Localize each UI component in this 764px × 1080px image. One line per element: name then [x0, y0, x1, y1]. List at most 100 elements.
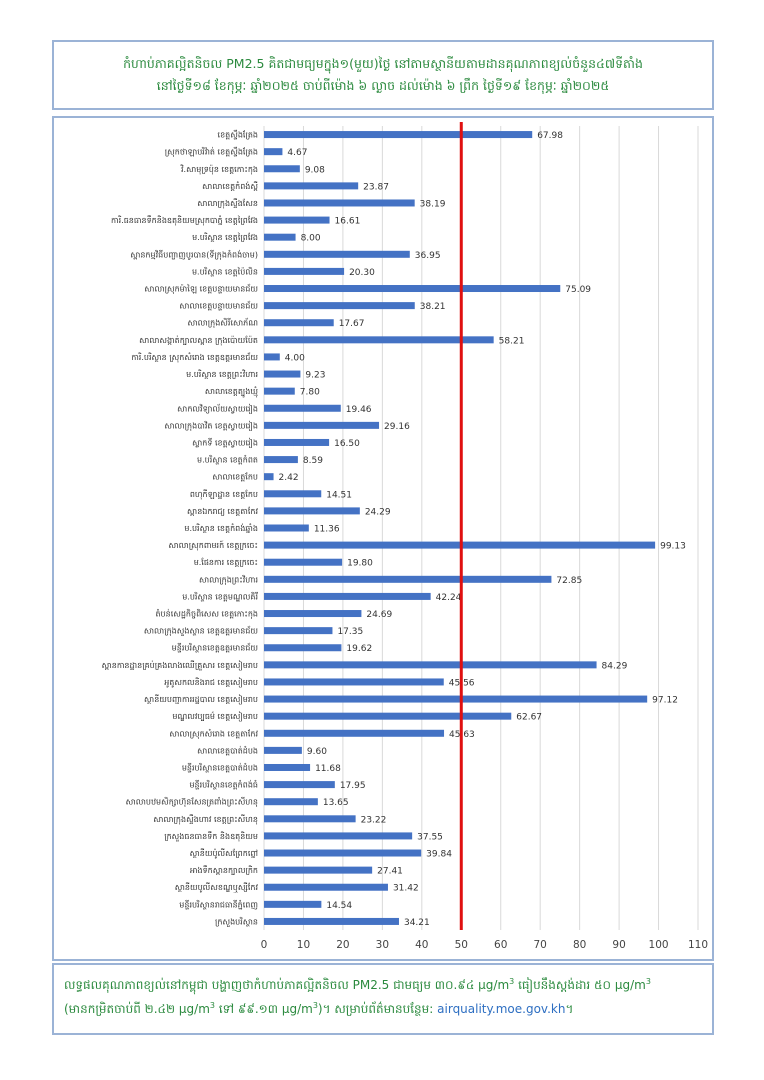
category-label: អាងទឹកស្ពានក្បាលក្រិក [190, 865, 258, 875]
category-label: ម.បរិស្ថាន ខេត្តប៉ៃលិន [192, 266, 258, 276]
value-label: 4.67 [287, 148, 307, 158]
bar [264, 148, 282, 155]
value-label: 62.67 [516, 713, 542, 723]
x-tick-label: 40 [415, 939, 428, 951]
bar [264, 918, 399, 925]
category-label: សាលាក្រុងស្ទឹងហាវ ខេត្តព្រះសីហនុ [153, 814, 258, 825]
value-label: 9.08 [305, 165, 325, 175]
x-tick-label: 50 [455, 939, 468, 951]
category-label: សាលាខេត្តកំពង់ស្ពឺ [202, 181, 258, 191]
category-label: សាលាសង្កាត់ក្បាលស្ពាន ក្រុងប៉ោយប៉ែត [139, 335, 258, 346]
category-label: មន្ទីរបរិស្ថានខេត្តកំពង់ធំ [189, 780, 258, 790]
category-label: ការិ.ធនធានទឹកនិងឧតុនិយមស្រុកបាភ្នំ ខេត្ត… [111, 215, 258, 226]
category-label: អូតូសកលនិងរាជ ខេត្តសៀមរាប [164, 677, 258, 688]
category-label: ស្ពានឯករាជ្យ ខេត្តតាកែវ [187, 506, 258, 516]
bar [264, 798, 318, 805]
category-label: សាលាស្រុកពាមរក៍ ខេត្តក្រចេះ [168, 540, 258, 551]
category-label: សាលាស្រុកម៉ាឡៃ ខេត្តបន្ទាយមានជ័យ [144, 284, 258, 295]
value-label: 72.85 [556, 576, 582, 586]
chart-frame: 0 10 20 30 40 50 60 70 80 90 100 110 ខេត្តស្ទឹងត្រែង… [52, 116, 714, 961]
category-label: សាលាក្រុងសួងស្ថាន ខេត្តឧត្តរមានជ័យ [144, 626, 258, 637]
bar [264, 576, 551, 583]
category-label: ម.បរិស្ថាន ខេត្តកំពង់ឆ្នាំង [184, 523, 258, 533]
bar [264, 713, 511, 720]
category-label: សាលាក្រុងស្ទឹងសែន [197, 198, 258, 209]
value-label: 24.29 [365, 507, 391, 517]
bar [264, 867, 372, 874]
category-label: ស្រុកថាឡាបរិវ៉ាត់ ខេត្តស្ទឹងត្រែង [165, 147, 258, 158]
value-label: 11.68 [315, 764, 341, 774]
x-tick-label: 60 [494, 939, 507, 951]
bar [264, 131, 532, 138]
category-label: សាលាខេត្តបន្ទាយមានជ័យ [179, 301, 258, 311]
x-tick-label: 30 [376, 939, 389, 951]
bar [264, 388, 295, 395]
website-link[interactable]: airquality.moe.gov.kh [437, 1002, 565, 1016]
x-tick-label: 0 [261, 939, 268, 951]
value-label: 99.13 [660, 542, 686, 552]
category-label: ស្ពានកម្មវិធីបញ្ចាញបូរបាន(ទីក្រុងកំពង់ចា… [130, 249, 258, 260]
value-label: 19.46 [346, 405, 372, 415]
value-label: 37.55 [417, 832, 443, 842]
value-label: 9.23 [305, 371, 325, 381]
value-label: 13.65 [323, 798, 349, 808]
bar [264, 336, 494, 343]
bar [264, 747, 302, 754]
summary-end-mark: ។ [565, 1002, 573, 1016]
x-tick-label: 20 [336, 939, 349, 951]
value-label: 36.95 [415, 251, 441, 261]
x-tick-label: 90 [612, 939, 625, 951]
bar [264, 542, 655, 549]
value-label: 84.29 [602, 661, 628, 671]
category-label: ស្ថានីយប៉ូលីសព្រែកព្នៅ [190, 848, 258, 859]
value-label: 17.95 [340, 781, 366, 791]
summary-footer: លទ្ធផលគុណភាពខ្យល់នៅកម្ពុជា បង្ហាញថាកំហាប… [52, 963, 714, 1035]
value-label: 75.09 [565, 285, 591, 295]
value-label: 97.12 [652, 696, 678, 706]
bar [264, 182, 358, 189]
value-label: 16.50 [334, 439, 360, 449]
bar [264, 525, 309, 532]
category-label: ស្ពានកានដ្ឋានគ្រប់គ្រងលាងឈើគ្រួសារ ខេត្ត… [102, 660, 258, 671]
value-label: 39.84 [426, 850, 452, 860]
value-label: 31.42 [393, 884, 419, 894]
category-label: សាលាខេត្តកែប [212, 472, 258, 482]
value-label: 29.16 [384, 422, 410, 432]
category-label: តំបន់សេដ្ឋកិច្ចពិសេស ខេត្តកោះកុង [155, 609, 258, 620]
bar [264, 764, 310, 771]
summary-standard-text: ធៀបនឹងស្តង់ដារ ៥០ μg/m [514, 978, 646, 992]
value-label: 16.61 [335, 217, 361, 227]
value-label: 42.24 [436, 593, 462, 603]
x-tick-label: 110 [688, 939, 708, 951]
category-label: ការិ.បរិស្ថាន ស្រុកសំរោង ខេត្តឧត្តរមានជ័… [131, 352, 258, 363]
category-label: សាលាខេត្តត្បូងឃ្មុំ [205, 386, 259, 398]
bar [264, 815, 356, 822]
bar [264, 661, 597, 668]
bar [264, 850, 421, 857]
unit-superscript: 3 [646, 977, 651, 986]
category-label: សាលាខេត្តបាត់ដំបង [197, 745, 258, 755]
chart-title-box: កំហាប់ភាគល្អិតនិចល PM2.5 គិតជាមធ្យមក្នុង… [52, 40, 714, 110]
value-label: 19.80 [347, 559, 373, 569]
bar [264, 217, 330, 224]
bar [264, 832, 412, 839]
value-label: 14.54 [326, 901, 352, 911]
category-label: ម.បរិស្ថាន ខេត្តព្រៃវែង [192, 232, 258, 242]
bar [264, 696, 647, 703]
category-label: សាលាស្រុកសំរោង ខេត្តតាកែវ [169, 728, 258, 739]
value-label: 38.21 [420, 302, 446, 312]
bar [264, 644, 341, 651]
bar [264, 456, 298, 463]
category-label: មណ្ឌលវប្បធម៌ ខេត្តសៀមរាប [172, 711, 258, 722]
value-label: 8.00 [301, 234, 321, 244]
category-label: ម.ផែនការ ខេត្តក្រចេះ [194, 557, 258, 567]
category-label: សាលាក្រុងសិរីសោភ័ណ [187, 318, 258, 329]
x-tick-label: 10 [297, 939, 310, 951]
value-label: 14.51 [326, 490, 352, 500]
category-label: ស្ថានីយបូលីសខណ្ឌឬស្សីកែវ [175, 882, 259, 893]
value-label: 23.87 [363, 182, 389, 192]
value-label: 24.69 [366, 610, 392, 620]
value-label: 4.00 [285, 353, 305, 363]
category-label: វិ.សាមុទ្រប៉ុន ខេត្តកោះកុង [180, 164, 258, 175]
category-label: ពហុកីឡាដ្ឋាន ខេត្តកែប [190, 489, 258, 500]
